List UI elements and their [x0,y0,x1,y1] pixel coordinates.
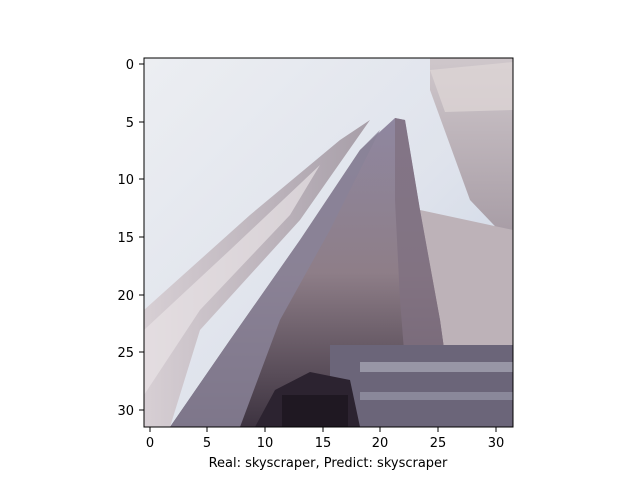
y-tick-label: 10 [117,173,134,188]
image-area [144,58,513,427]
y-tick-label: 0 [126,58,134,73]
x-tick-label: 10 [257,436,274,451]
x-tick-label: 15 [315,436,332,451]
lower-band-stripe [360,392,513,400]
y-axis: 0 5 10 15 20 25 30 [117,58,144,419]
lower-band-stripe [360,362,513,372]
y-tick-label: 20 [117,289,134,304]
y-tick-label: 5 [126,116,134,131]
y-tick-label: 15 [117,231,134,246]
left-facade-highlight [144,165,320,395]
prediction-caption: Real: skyscraper, Predict: skyscraper [209,456,448,471]
axes-frame [143,57,514,428]
lower-band [330,345,513,427]
right-building-highlight [430,62,513,112]
dark-shadow-core [282,395,348,427]
x-tick-label: 5 [203,436,211,451]
x-tick-label: 25 [430,436,447,451]
x-tick-label: 20 [372,436,389,451]
y-tick-label: 30 [117,404,134,419]
x-tick-label: 30 [488,436,505,451]
right-building-lower [420,210,513,370]
x-tick-label: 0 [146,436,154,451]
left-facade-edge [144,120,370,427]
y-tick-label: 25 [117,346,134,361]
x-axis: 0 5 10 15 20 25 30 [146,427,504,451]
tower-left-face [170,130,380,427]
